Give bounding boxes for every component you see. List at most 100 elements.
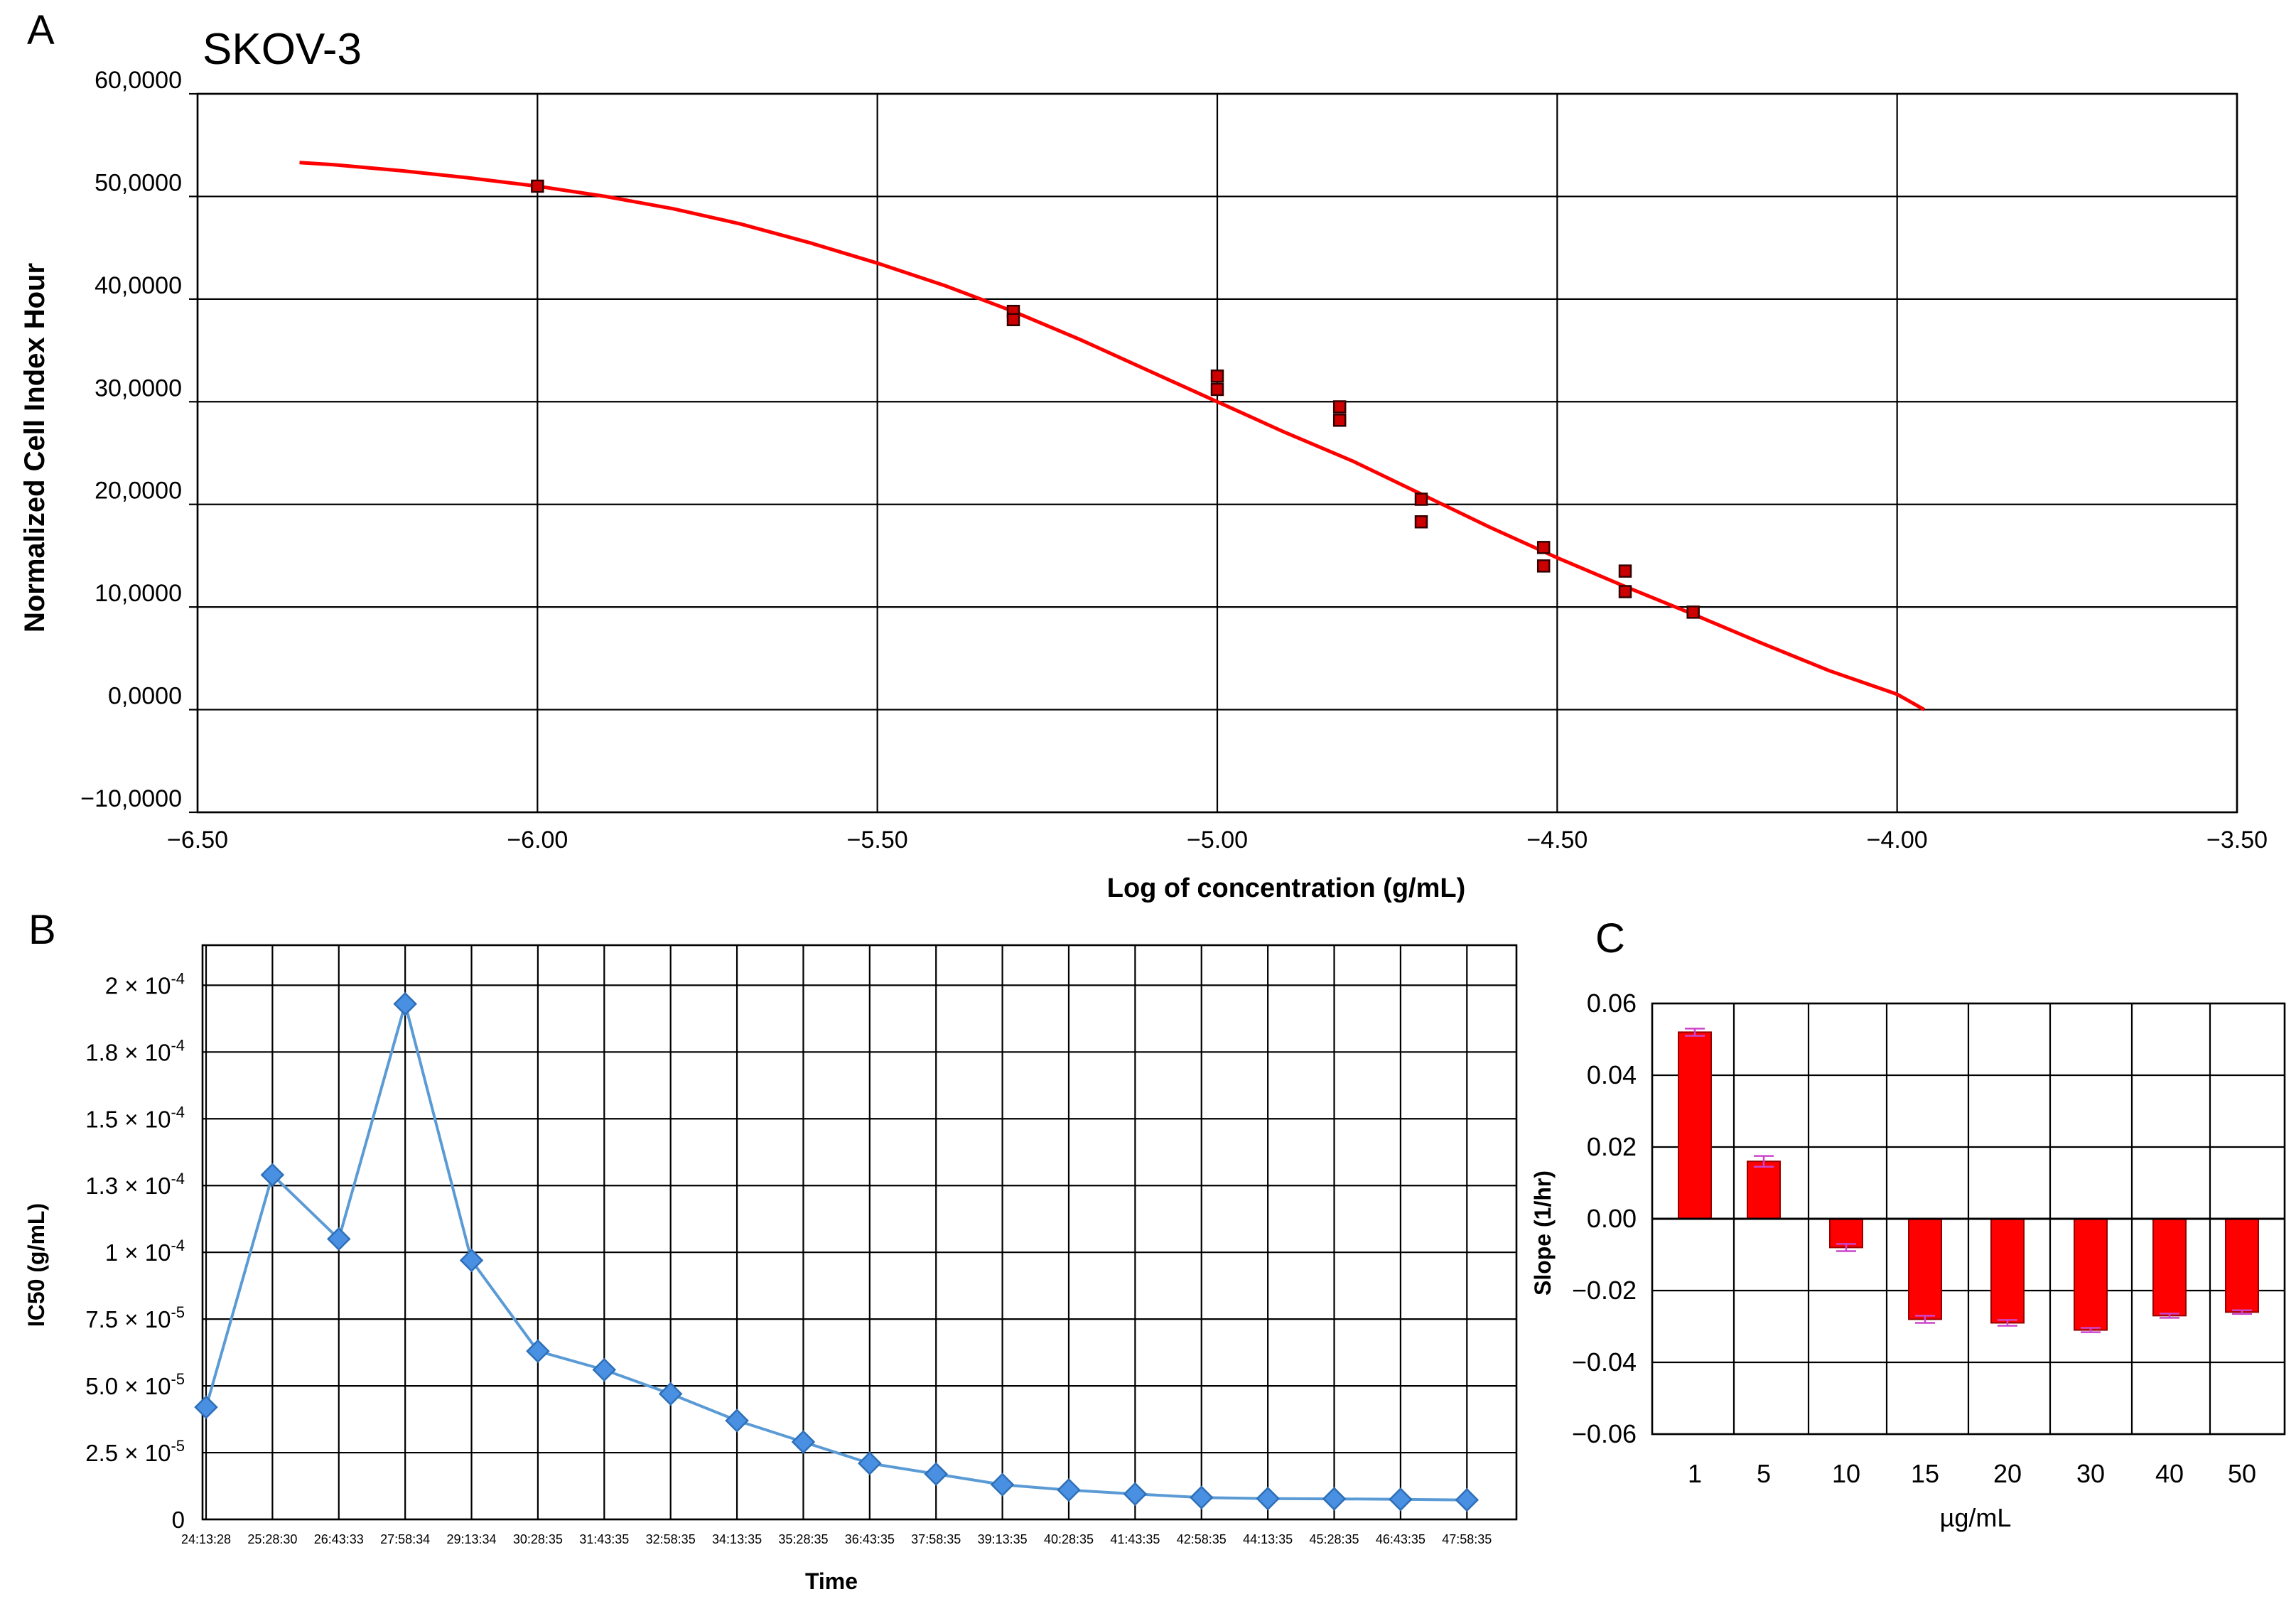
panel-b-data-marker bbox=[1189, 1485, 1214, 1509]
panel-b-y-tick-exponent: -4 bbox=[171, 1103, 185, 1121]
panel-a-data-point bbox=[1536, 541, 1551, 554]
panel-a-y-tick-label: 50,0000 bbox=[95, 169, 182, 196]
panel-b-data-marker bbox=[858, 1451, 882, 1475]
panel-c-bar bbox=[1990, 1218, 2025, 1324]
panel-b-y-tick-mantissa: 5.0 × 10 bbox=[85, 1373, 171, 1399]
panel-c-x-tick-label: 1 bbox=[1688, 1459, 1702, 1488]
panel-b-plot-frame bbox=[201, 944, 1518, 1521]
panel-c-error-bars bbox=[1685, 1028, 2252, 1333]
panel-c: C 0.060.040.020.00−0.02−0.04−0.06 1 5 10 15… bbox=[1530, 915, 2286, 1532]
panel-b: B 02.5 × 10-55.0 × 10-57.5 × 10-51 × 10-… bbox=[23, 907, 1518, 1594]
panel-a-x-tick-label: −4.00 bbox=[1867, 827, 1928, 854]
panel-c-y-tick-label: −0.02 bbox=[1572, 1276, 1637, 1305]
panel-b-y-tick-mantissa: 1.3 × 10 bbox=[85, 1173, 171, 1199]
panel-b-y-tick-exponent: -4 bbox=[171, 969, 185, 987]
panel-a-y-tick-label: 0,0000 bbox=[108, 683, 182, 710]
panel-c-y-tick-labels: 0.06 0.04 0.02 0.00 −0.02 −0.04 −0.06 bbox=[1572, 989, 1637, 1448]
panel-a-letter: A bbox=[27, 7, 55, 53]
panel-b-data-marker bbox=[990, 1473, 1015, 1497]
panel-b-y-tick-exponent: -5 bbox=[171, 1437, 185, 1455]
panel-c-bar bbox=[1678, 1031, 1712, 1220]
panel-a-data-point bbox=[1006, 313, 1020, 326]
panel-a-grid bbox=[189, 92, 2238, 814]
panel-b-y-tick-mantissa: 1 × 10 bbox=[105, 1239, 171, 1266]
panel-a-x-tick-label: −3.50 bbox=[2206, 827, 2268, 854]
panel-c-bars bbox=[1678, 1031, 2259, 1331]
panel-b-data-marker bbox=[791, 1430, 816, 1454]
panel-a-fit-curve bbox=[299, 161, 1926, 711]
panel-b-y-tick-label: 2.5 × 10-5 bbox=[85, 1437, 185, 1466]
panel-c-x-tick-label: 30 bbox=[2076, 1459, 2105, 1488]
panel-a-y-axis-label: Normalized Cell Index Hour bbox=[19, 263, 50, 632]
panel-a-x-tick-label: −4.50 bbox=[1526, 827, 1588, 854]
panel-b-y-tick-labels: 02.5 × 10-55.0 × 10-57.5 × 10-51 × 10-41… bbox=[85, 969, 185, 1533]
panel-a-x-tick-label: −6.00 bbox=[507, 827, 568, 854]
panel-a-x-tick-labels: −6.50 −6.00 −5.50 −5.00 −4.50 −4.00 −3.50 bbox=[167, 827, 2268, 854]
panel-b-grid bbox=[203, 945, 1516, 1521]
panel-b-letter: B bbox=[28, 907, 56, 953]
panel-b-data-marker bbox=[1123, 1482, 1148, 1507]
panel-b-x-tick-label: 29:13:34 bbox=[446, 1532, 496, 1546]
panel-a-x-tick-label: −6.50 bbox=[167, 827, 228, 854]
panel-a-data-points bbox=[531, 179, 1700, 619]
panel-b-x-tick-label: 32:58:35 bbox=[646, 1532, 696, 1546]
panel-c-x-axis-label: µg/mL bbox=[1940, 1503, 2012, 1532]
panel-b-y-tick-label: 0 bbox=[172, 1507, 185, 1533]
panel-b-y-tick-mantissa: 1.8 × 10 bbox=[85, 1039, 171, 1065]
panel-b-x-tick-labels: 24:13:28 25:28:30 26:43:33 27:58:34 29:13:34… bbox=[181, 1532, 1492, 1546]
panel-a-data-point bbox=[1686, 605, 1700, 619]
panel-a-y-tick-label: 40,0000 bbox=[95, 272, 182, 299]
panel-a: A SKOV-3 −6.50 −6.00 −5.50 −5.00 −4.50 −4.00−… bbox=[19, 7, 2268, 903]
panel-a-y-tick-label: 10,0000 bbox=[95, 580, 182, 607]
panel-b-data-marker bbox=[725, 1409, 749, 1433]
panel-c-x-tick-label: 15 bbox=[1911, 1459, 1939, 1488]
panel-a-data-point bbox=[1414, 492, 1428, 506]
panel-c-x-tick-label: 40 bbox=[2155, 1459, 2184, 1488]
panel-b-x-tick-label: 36:43:35 bbox=[845, 1532, 895, 1546]
panel-b-y-tick-exponent: -4 bbox=[171, 1237, 185, 1254]
panel-c-x-tick-label: 50 bbox=[2228, 1459, 2256, 1488]
panel-a-data-point bbox=[1332, 414, 1347, 427]
panel-b-x-tick-label: 30:28:35 bbox=[513, 1532, 563, 1546]
panel-c-y-tick-label: −0.06 bbox=[1572, 1419, 1637, 1448]
panel-b-data-marker bbox=[592, 1357, 617, 1382]
panel-c-y-tick-label: 0.00 bbox=[1587, 1204, 1637, 1233]
panel-c-y-tick-label: −0.04 bbox=[1572, 1347, 1637, 1377]
panel-a-y-tick-label: 30,0000 bbox=[95, 375, 182, 402]
panel-c-y-tick-label: 0.02 bbox=[1587, 1132, 1637, 1161]
panel-b-y-axis-label: IC50 (g/mL) bbox=[23, 1203, 49, 1327]
panel-b-data-marker bbox=[260, 1163, 285, 1187]
panel-a-x-tick-label: −5.50 bbox=[847, 827, 908, 854]
panel-b-x-tick-label: 24:13:28 bbox=[181, 1532, 231, 1546]
panel-b-y-tick-mantissa: 7.5 × 10 bbox=[85, 1306, 171, 1332]
panel-a-data-point bbox=[1210, 382, 1224, 397]
panel-c-y-axis-label: Slope (1/hr) bbox=[1530, 1170, 1556, 1296]
panel-b-x-tick-label: 37:58:35 bbox=[911, 1532, 961, 1546]
panel-b-x-tick-label: 44:13:35 bbox=[1243, 1532, 1293, 1546]
panel-a-data-point bbox=[1210, 369, 1224, 383]
panel-b-y-tick-mantissa: 2.5 × 10 bbox=[85, 1440, 171, 1466]
panel-a-data-point bbox=[1332, 400, 1347, 414]
panel-b-x-tick-label: 27:58:34 bbox=[380, 1532, 430, 1546]
panel-c-x-tick-label: 10 bbox=[1832, 1459, 1860, 1488]
panel-c-bar bbox=[1908, 1218, 1942, 1320]
panel-c-x-tick-label: 20 bbox=[1993, 1459, 2022, 1488]
panel-b-y-tick-label: 1.3 × 10-4 bbox=[85, 1170, 185, 1199]
panel-c-bar bbox=[2074, 1218, 2108, 1331]
panel-b-y-tick-label: 1.8 × 10-4 bbox=[85, 1036, 185, 1065]
panel-b-data-markers bbox=[194, 991, 1480, 1512]
panel-a-plot-frame bbox=[196, 92, 2238, 814]
panel-b-data-marker bbox=[526, 1339, 550, 1364]
panel-b-data-marker bbox=[1057, 1477, 1081, 1502]
panel-b-x-tick-label: 31:43:35 bbox=[579, 1532, 629, 1546]
panel-b-y-tick-label: 2 × 10-4 bbox=[105, 969, 185, 998]
panel-c-x-tick-label: 5 bbox=[1757, 1459, 1771, 1488]
panel-c-bar bbox=[2152, 1218, 2187, 1317]
panel-a-y-tick-label: 60,0000 bbox=[95, 67, 182, 94]
panel-a-data-point bbox=[531, 179, 544, 193]
panel-b-x-tick-label: 40:28:35 bbox=[1044, 1532, 1094, 1546]
panel-c-x-tick-labels: 1 5 10 15 20 30 40 50 bbox=[1688, 1459, 2256, 1488]
panel-a-x-axis-label: Log of concentration (g/mL) bbox=[1107, 873, 1466, 903]
panel-b-data-marker bbox=[924, 1462, 948, 1486]
